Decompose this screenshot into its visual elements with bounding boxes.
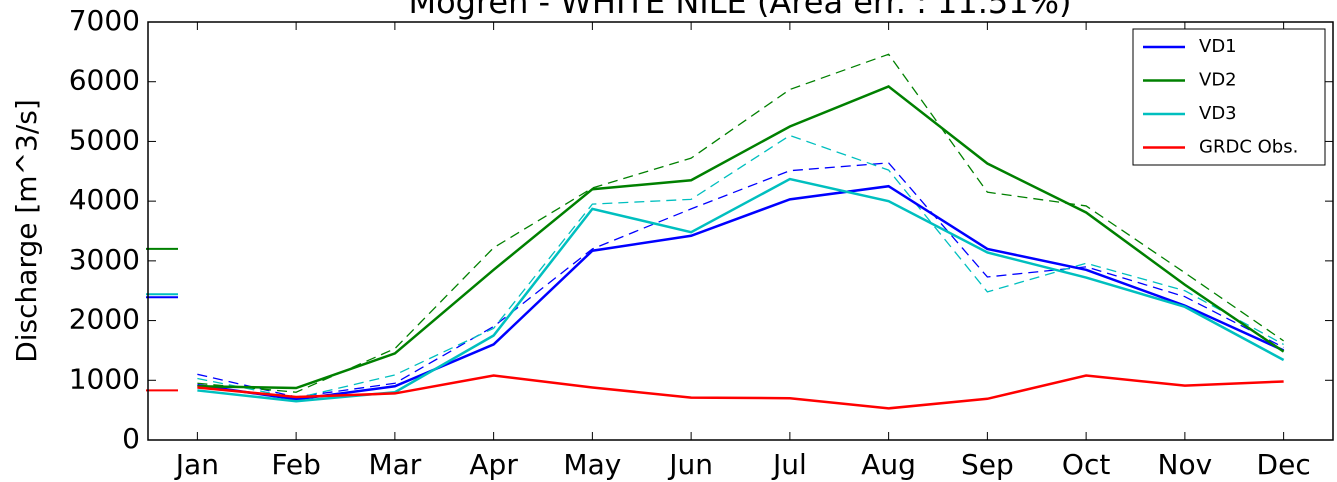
line	[197, 184, 1285, 401]
y-tick-label: 4000	[69, 183, 140, 216]
y-tick-label: 7000	[69, 4, 140, 37]
legend-label: VD1	[1199, 36, 1237, 57]
x-tick-label: May	[563, 448, 621, 481]
x-tick-label: Apr	[469, 448, 518, 481]
x-tick-label: Nov	[1158, 448, 1213, 481]
x-tick-label: Mar	[368, 448, 421, 481]
y-tick-label: 1000	[69, 362, 140, 395]
y-tick-label: 2000	[69, 303, 140, 336]
x-tick-label: Jul	[771, 448, 807, 481]
chart-title: Mogren - WHITE NILE (Area err. : 11.51%)	[408, 0, 1071, 21]
y-tick-label: 0	[122, 422, 140, 455]
x-tick-label: Oct	[1062, 448, 1110, 481]
legend-label: VD3	[1199, 103, 1237, 124]
dashed-line	[197, 53, 1284, 393]
x-tick-label: Feb	[271, 448, 321, 481]
y-tick-label: 5000	[69, 123, 140, 156]
x-tick-label: Jan	[174, 448, 219, 481]
legend-box	[1132, 28, 1326, 166]
y-axis-label: Discharge [m^3/s]	[10, 99, 43, 363]
x-tick-label: Aug	[861, 448, 916, 481]
plot-frame	[147, 21, 1334, 441]
dashed-line	[197, 162, 1284, 398]
y-tick-label: 3000	[69, 243, 140, 276]
x-tick-label: Jun	[667, 448, 713, 481]
dashed-line	[197, 134, 1284, 399]
legend-label: GRDC Obs.	[1199, 137, 1298, 158]
line	[197, 177, 1285, 403]
line	[197, 374, 1284, 410]
line	[197, 85, 1285, 390]
x-tick-label: Sep	[961, 448, 1014, 481]
x-tick-label: Dec	[1257, 448, 1311, 481]
legend-label: VD2	[1199, 70, 1237, 91]
y-tick-label: 6000	[69, 64, 140, 97]
